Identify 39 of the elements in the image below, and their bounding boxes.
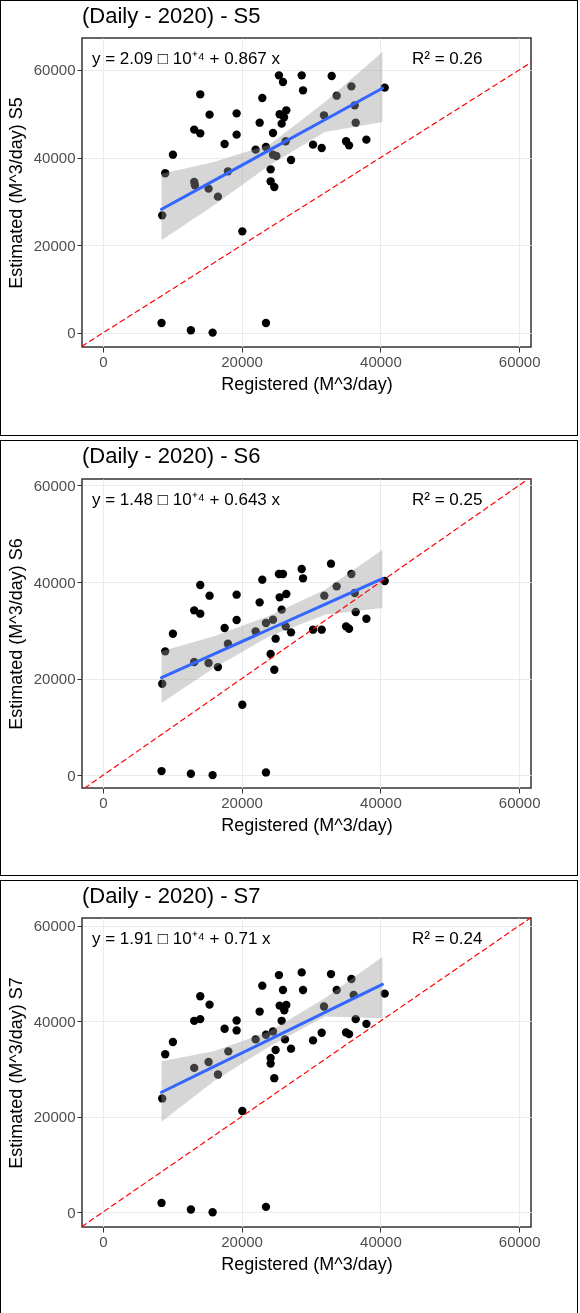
chart-title: (Daily - 2020) - S5 — [82, 3, 261, 28]
y-axis-title: Estimated (M^3/day) S7 — [5, 977, 26, 1169]
y-tick-label: 0 — [67, 1203, 76, 1221]
y-tick-label: 60000 — [33, 61, 76, 79]
x-tick-label: 20000 — [221, 793, 263, 811]
y-tick-label: 20000 — [33, 670, 76, 688]
y-tick-label: 40000 — [33, 149, 76, 167]
y-axis-title: Estimated (M^3/day) S5 — [5, 97, 26, 289]
x-tick-label: 20000 — [221, 352, 263, 370]
annotation: y = 1.91 □ 10⁺⁴ + 0.71 x — [92, 929, 272, 948]
x-tick-label: 40000 — [360, 352, 402, 370]
annotation: R² = 0.25 — [412, 490, 483, 509]
x-tick-label: 40000 — [360, 1232, 402, 1250]
y-tick-label: 60000 — [33, 476, 76, 494]
y-tick-label: 20000 — [33, 236, 76, 254]
y-tick-label: 60000 — [33, 917, 76, 935]
y-axis-title: Estimated (M^3/day) S6 — [5, 538, 26, 730]
x-tick-label: 60000 — [498, 1232, 541, 1250]
y-tick-label: 20000 — [33, 1108, 76, 1126]
y-tick-label: 40000 — [33, 573, 76, 591]
y-tick-label: 0 — [67, 324, 76, 342]
x-axis-title: Registered (M^3/day) — [221, 1253, 393, 1274]
y-tick-label: 40000 — [33, 1012, 76, 1030]
chart-title: (Daily - 2020) - S6 — [82, 443, 261, 469]
annotation: y = 2.09 □ 10⁺⁴ + 0.867 x — [92, 49, 281, 68]
x-tick-label: 0 — [99, 793, 108, 811]
annotation: R² = 0.26 — [412, 49, 483, 68]
x-tick-label: 0 — [99, 352, 108, 370]
chart-title: (Daily - 2020) - S7 — [82, 883, 261, 908]
x-tick-label: 60000 — [498, 352, 541, 370]
x-axis-title: Registered (M^3/day) — [221, 373, 393, 394]
x-tick-label: 0 — [99, 1232, 108, 1250]
x-tick-label: 40000 — [360, 793, 402, 811]
x-tick-label: 20000 — [221, 1232, 263, 1250]
annotation: R² = 0.24 — [412, 929, 483, 948]
annotation: y = 1.48 □ 10⁺⁴ + 0.643 x — [92, 490, 281, 509]
x-tick-label: 60000 — [498, 793, 541, 811]
x-axis-title: Registered (M^3/day) — [221, 814, 393, 835]
y-tick-label: 0 — [67, 766, 76, 784]
